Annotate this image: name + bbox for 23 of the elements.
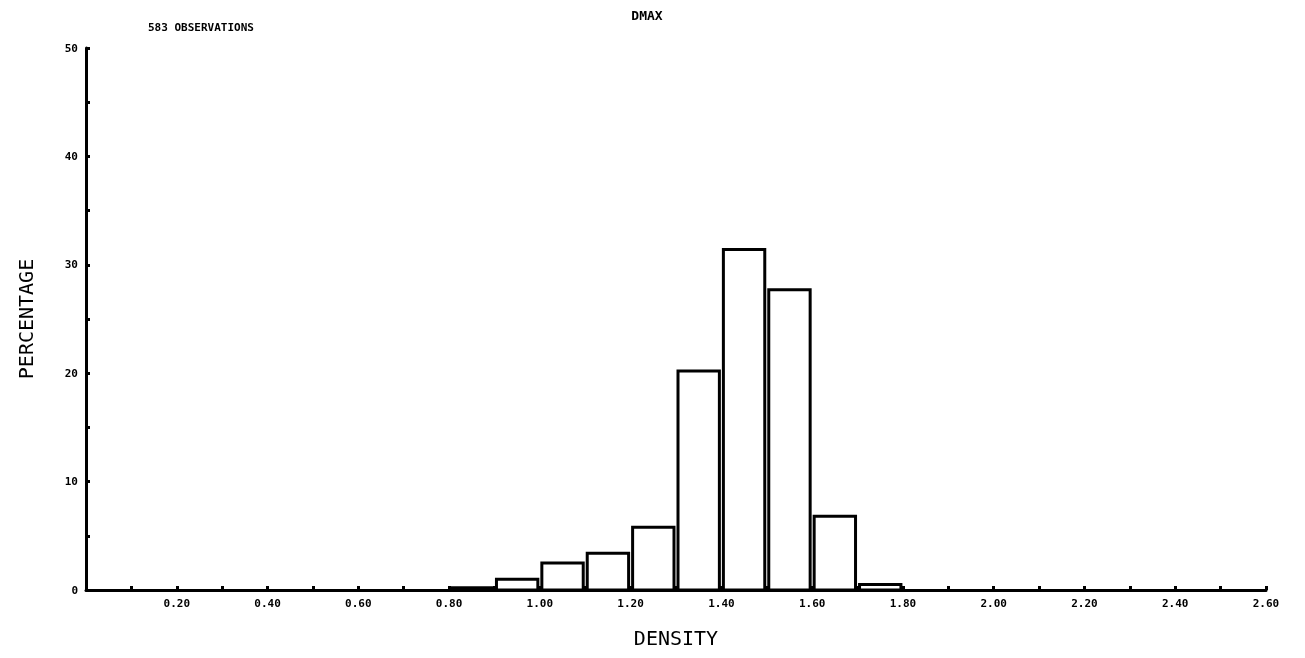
x-tick-label: 2.00: [980, 597, 1007, 610]
x-tick-label: 2.60: [1252, 597, 1280, 610]
x-tick-label: 2.40: [1161, 597, 1189, 610]
x-tick-label: 1.40: [708, 597, 735, 610]
x-tick-label: 1.00: [526, 597, 554, 610]
y-axis-title: PERCENTAGE: [14, 258, 38, 380]
x-tick-label: 1.80: [889, 597, 917, 610]
x-tick-label: 0.80: [435, 597, 463, 610]
y-tick-label: 50: [64, 41, 78, 55]
x-tick-label: 0.40: [254, 597, 281, 610]
x-tick-label: 2.20: [1071, 597, 1098, 610]
y-tick-label: 10: [64, 475, 78, 489]
y-tick-label: 0: [71, 583, 78, 597]
x-tick-label: 1.60: [798, 597, 826, 610]
chart-title: DMAX: [631, 8, 663, 23]
x-tick-label: 0.60: [345, 597, 372, 610]
y-tick-label: 20: [64, 366, 78, 380]
x-tick-label: 1.20: [617, 597, 644, 610]
x-tick-label: 0.20: [163, 597, 191, 610]
y-tick-label: 30: [64, 258, 78, 272]
y-tick-label: 40: [64, 149, 78, 163]
x-axis-title: DENSITY: [633, 626, 719, 650]
text: 583 OBSERVATIONS: [148, 21, 254, 34]
